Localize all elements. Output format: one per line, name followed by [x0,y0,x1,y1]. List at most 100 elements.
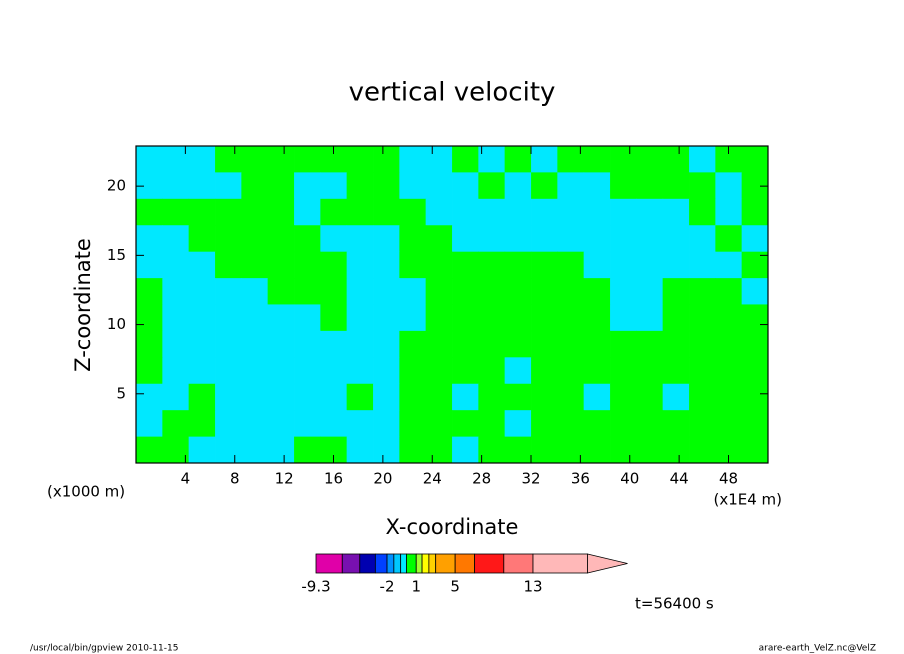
field-cell [610,330,637,358]
field-cell [715,198,743,226]
field-cell [662,410,690,438]
field-cell [425,304,453,332]
field-cell [373,410,400,438]
field-cell [583,251,611,279]
field-cell [373,304,400,332]
annotation: t=56400 s [635,595,714,613]
field-cell [162,251,190,279]
colorbar-box [435,553,456,574]
field-cell [267,357,295,385]
field-cell [215,251,242,279]
field-cell [294,251,321,279]
colorbar-box [503,553,534,574]
footer-left: /usr/local/bin/gpview 2010-11-15 [30,644,178,654]
field-cell [215,330,242,358]
field-cell [399,383,427,411]
field-cell [610,383,637,411]
field-cell [662,278,690,306]
field-cell [741,225,768,253]
field-cell [162,357,190,385]
field-cell [162,172,190,200]
field-cell [136,410,163,438]
field-cell [373,357,400,385]
field-cell [557,383,585,411]
field-cell [610,357,637,385]
field-cell [346,198,374,226]
field-cell [741,198,768,226]
field-cell [452,251,479,279]
field-cell [241,278,269,306]
field-cell [267,304,295,332]
field-cell [741,330,768,358]
field-cell [425,278,453,306]
x-tick-label: 32 [521,470,540,488]
field-cell [636,357,664,385]
field-cell [531,357,558,385]
field-cell [531,146,558,173]
field-cell [452,383,479,411]
field-cell [662,198,690,226]
field-cell [215,225,242,253]
field-cell [478,436,506,463]
field-cell [162,198,190,226]
field-cell [399,330,427,358]
field-cell [531,410,558,438]
field-cell [294,225,321,253]
field-cell [320,410,348,438]
field-cell [320,330,348,358]
field-cell [610,410,637,438]
field-cell [741,357,768,385]
field-cell [188,304,216,332]
field-cell [320,278,348,306]
y-tick-label: 5 [116,384,126,402]
field-cell [241,172,269,200]
field-cell [346,330,374,358]
field-cell [662,383,690,411]
field-cell [636,225,664,253]
field-cell [557,357,585,385]
field-cell [162,278,190,306]
colorbar-label: 13 [523,578,542,596]
x-tick-label: 8 [230,470,240,488]
field-cell [504,278,532,306]
field-cell [504,251,532,279]
field-cell [504,436,532,463]
field-cell [373,383,400,411]
field-cell [636,198,664,226]
field-cell [215,146,242,173]
x-tick-label: 48 [719,470,738,488]
field-cell [267,251,295,279]
field-cell [136,278,163,306]
field-cell [373,198,400,226]
field-cell [136,225,163,253]
colorbar-box [454,553,476,574]
field-cell [715,383,743,411]
field-cell [557,330,585,358]
field-cell [636,278,664,306]
field-cell [373,225,400,253]
field-cell [452,278,479,306]
field-cell [715,172,743,200]
field-cell [452,410,479,438]
field-cell [689,198,716,226]
field-cell [689,410,716,438]
field-cell [636,383,664,411]
field-cell [478,172,506,200]
field-cell [583,436,611,463]
field-cell [452,304,479,332]
field-cell [162,436,190,463]
field-cell [557,198,585,226]
field-cell [478,383,506,411]
field-cell [504,198,532,226]
x-tick-label: 36 [571,470,590,488]
field-cell [346,383,374,411]
field-cell [504,225,532,253]
field-cell [188,410,216,438]
field-cell [662,172,690,200]
field-cell [741,304,768,332]
field-cell [136,357,163,385]
field-cell [636,251,664,279]
colorbar-box [400,553,407,574]
field-cell [557,172,585,200]
